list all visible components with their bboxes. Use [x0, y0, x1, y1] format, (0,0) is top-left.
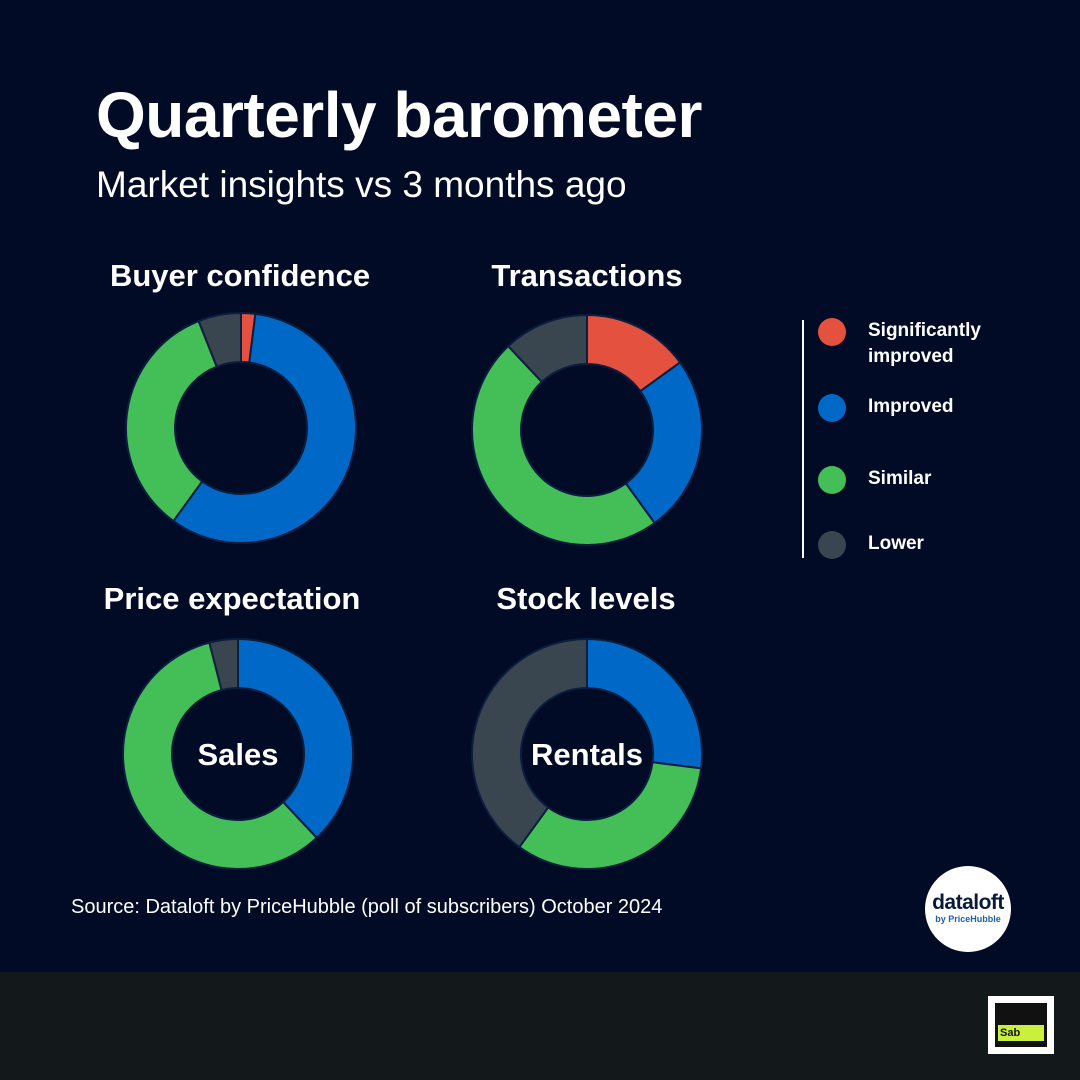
- donut-chart-buyer-confidence: [125, 311, 357, 544]
- legend-label: Lower: [868, 533, 924, 554]
- donut-slice-improved: [237, 637, 354, 840]
- legend-item-similar: Similar: [818, 466, 1018, 494]
- donut-chart-price-expectation: Sales: [122, 637, 354, 870]
- donut-slice-similar: [518, 761, 703, 870]
- donut-slice-lower: [197, 311, 242, 368]
- legend-item-lower: Lower: [818, 531, 1018, 559]
- brand-name: dataloft: [932, 891, 1004, 914]
- dataloft-logo: dataloft by PriceHubble: [925, 866, 1011, 952]
- legend-label: Similar: [868, 468, 932, 489]
- legend-dot-significantly-improved: [818, 318, 846, 346]
- legend-dot-improved: [818, 394, 846, 422]
- corner-logo-text: Sab: [998, 1025, 1044, 1041]
- donut-slice-lower: [208, 637, 239, 692]
- corner-logo-inner: Sab: [995, 1003, 1047, 1047]
- legend-label: Significantly improved: [868, 320, 981, 367]
- chart-title-stock-levels: Stock levels: [496, 581, 676, 616]
- chart-title-transactions: Transactions: [491, 258, 683, 293]
- legend-dot-lower: [818, 531, 846, 559]
- chart-title-price-expectation: Price expectation: [103, 581, 361, 616]
- donut-slice-lower: [471, 637, 588, 849]
- donut-slice-similar: [125, 319, 219, 523]
- donut-chart-transactions: [471, 313, 703, 546]
- donut-slice-similar: [122, 641, 319, 870]
- donut-slice-lower: [506, 313, 588, 384]
- legend-dot-similar: [818, 466, 846, 494]
- donut-center-label: Sales: [197, 737, 278, 772]
- legend-label: Improved: [868, 396, 954, 417]
- page-subtitle: Market insights vs 3 months ago: [96, 164, 627, 205]
- brand-sub: by PriceHubble: [935, 914, 1001, 924]
- donut-slice-improved: [586, 637, 703, 770]
- legend-item-significantly-improved: Significantly improved: [818, 318, 1018, 370]
- main-panel: Quarterly barometer Market insights vs 3…: [0, 0, 1080, 972]
- donut-center-label: Rentals: [531, 737, 643, 772]
- donut-chart-stock-levels: Rentals: [471, 637, 703, 870]
- source-note: Source: Dataloft by PriceHubble (poll of…: [71, 896, 663, 918]
- donut-slice-improved: [172, 312, 357, 544]
- corner-logo: Sab: [988, 996, 1054, 1054]
- legend-item-improved: Improved: [818, 394, 1018, 422]
- chart-title-buyer-confidence: Buyer confidence: [109, 258, 371, 293]
- donut-slice-similar: [471, 344, 656, 546]
- donut-slice-improved: [624, 361, 703, 525]
- legend-divider: [802, 320, 804, 558]
- page-title: Quarterly barometer: [96, 79, 702, 151]
